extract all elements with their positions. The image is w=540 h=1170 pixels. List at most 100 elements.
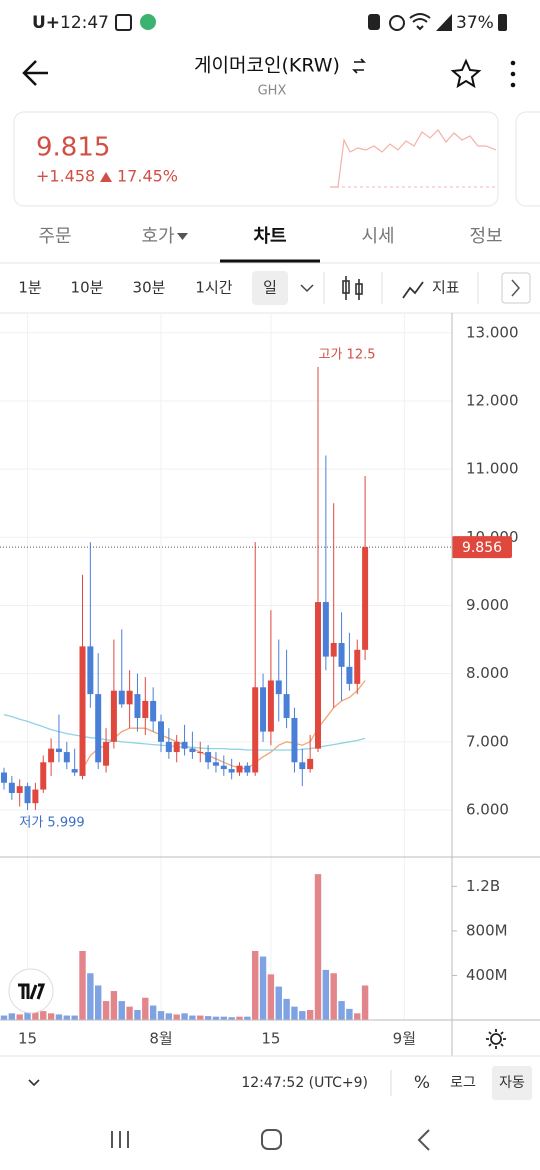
high-annotation: 고가 12.5 bbox=[319, 348, 376, 363]
candle-type-button[interactable] bbox=[342, 276, 363, 300]
candle-body bbox=[205, 752, 212, 763]
auto-toggle[interactable]: 자동 bbox=[499, 1075, 525, 1091]
volume-bar bbox=[118, 1001, 125, 1020]
interval-button[interactable]: 10분 bbox=[71, 279, 104, 297]
battery-icon bbox=[498, 14, 507, 31]
tab[interactable]: 정보 bbox=[469, 226, 502, 247]
more-button[interactable] bbox=[510, 60, 516, 88]
candle-body bbox=[322, 602, 329, 657]
swap-icon[interactable] bbox=[352, 58, 366, 74]
candle-body bbox=[8, 782, 15, 793]
sparkline bbox=[330, 129, 497, 188]
alarm-icon bbox=[389, 15, 405, 31]
tab[interactable]: 호가 bbox=[141, 226, 174, 247]
interval-dropdown[interactable] bbox=[300, 284, 314, 293]
candle-body bbox=[63, 752, 70, 763]
volume-bar bbox=[181, 1013, 188, 1020]
volume-bar bbox=[220, 1016, 228, 1020]
x-tick-label: 15 bbox=[18, 1030, 37, 1048]
volume-bar bbox=[55, 1014, 63, 1020]
volume-bar bbox=[267, 974, 275, 1020]
volume-bar bbox=[157, 1011, 165, 1020]
recent-apps-button[interactable] bbox=[111, 1131, 129, 1148]
volume-bar bbox=[95, 985, 102, 1020]
interval-button[interactable]: 1분 bbox=[18, 279, 42, 297]
candle-body bbox=[212, 762, 219, 766]
volume-bar bbox=[354, 1013, 361, 1020]
candle-body bbox=[103, 741, 110, 766]
volume-tick-label: 1.2B bbox=[466, 877, 500, 895]
up-arrow bbox=[100, 172, 112, 182]
carrier: U+ bbox=[32, 13, 60, 33]
tab[interactable]: 시세 bbox=[361, 226, 394, 247]
candle-body bbox=[158, 721, 165, 742]
y-tick-label: 11.000 bbox=[466, 460, 519, 478]
low-annotation: 저가 5.999 bbox=[19, 816, 84, 831]
nav-back-button[interactable] bbox=[417, 1129, 430, 1151]
y-tick-label: 13.000 bbox=[466, 323, 519, 341]
volume-tick-label: 400M bbox=[466, 966, 508, 984]
tab[interactable]: 차트 bbox=[253, 226, 286, 247]
notify-icon bbox=[368, 14, 380, 30]
interval-button[interactable]: 1시간 bbox=[195, 279, 232, 297]
volume-bar bbox=[197, 1015, 204, 1020]
next-card[interactable] bbox=[515, 111, 540, 207]
candle-body bbox=[40, 762, 47, 790]
tab[interactable]: 주문 bbox=[38, 226, 71, 247]
candle-body bbox=[181, 741, 188, 749]
candle-body bbox=[346, 666, 353, 684]
percent-toggle[interactable]: % bbox=[414, 1073, 430, 1093]
volume-bar bbox=[87, 973, 94, 1020]
candle-body bbox=[228, 769, 235, 773]
price-card[interactable] bbox=[13, 111, 499, 207]
toolbar-scroll[interactable] bbox=[501, 272, 531, 304]
volume-bar bbox=[291, 1006, 298, 1020]
toolbar-scroll-arrow bbox=[511, 279, 520, 297]
volume-bar bbox=[361, 985, 369, 1020]
last-price-label: 9.856 bbox=[462, 540, 502, 556]
candle-body bbox=[150, 700, 157, 722]
volume-bar bbox=[204, 1016, 212, 1020]
volume-bar bbox=[102, 1001, 110, 1020]
interval-button[interactable]: 30분 bbox=[133, 279, 166, 297]
indicator-icon[interactable] bbox=[402, 281, 424, 299]
candle-body bbox=[299, 762, 306, 770]
volume-bar bbox=[306, 1009, 314, 1020]
interval-button[interactable]: 일 bbox=[263, 279, 277, 297]
favorite-button[interactable] bbox=[450, 58, 482, 89]
candle-body bbox=[79, 646, 86, 776]
last-price-tag bbox=[452, 536, 512, 559]
volume-bar bbox=[252, 950, 259, 1020]
candle-body bbox=[32, 789, 39, 804]
home-button[interactable] bbox=[261, 1129, 282, 1150]
volume-bar bbox=[275, 986, 282, 1020]
x-tick-label: 8월 bbox=[149, 1030, 172, 1048]
back-button[interactable] bbox=[22, 60, 48, 86]
volume-bar bbox=[63, 1015, 71, 1020]
candle-body bbox=[110, 690, 117, 742]
log-toggle[interactable]: 로그 bbox=[450, 1075, 476, 1091]
volume-bar bbox=[149, 1005, 157, 1020]
wifi-icon bbox=[409, 13, 431, 31]
candle-body bbox=[16, 786, 23, 793]
app-icon bbox=[140, 14, 156, 30]
volume-bar bbox=[126, 1006, 133, 1020]
volume-bar bbox=[322, 969, 330, 1020]
collapse-button[interactable] bbox=[28, 1079, 40, 1087]
tradingview-logo[interactable] bbox=[8, 968, 54, 1014]
candle-body bbox=[362, 547, 369, 650]
candle-body bbox=[315, 602, 322, 749]
candle-body bbox=[197, 752, 204, 754]
settings-button[interactable] bbox=[486, 1029, 506, 1049]
candle-body bbox=[118, 690, 125, 705]
battery-text: 37% bbox=[456, 13, 494, 33]
candle-body bbox=[134, 694, 141, 718]
candle-body bbox=[173, 741, 180, 753]
candle-body bbox=[48, 748, 55, 763]
indicator-button[interactable]: 지표 bbox=[432, 279, 460, 297]
volume-bar bbox=[314, 874, 322, 1020]
y-tick-label: 12.000 bbox=[466, 391, 519, 409]
candle-body bbox=[291, 717, 298, 763]
volume-bar bbox=[142, 997, 149, 1020]
